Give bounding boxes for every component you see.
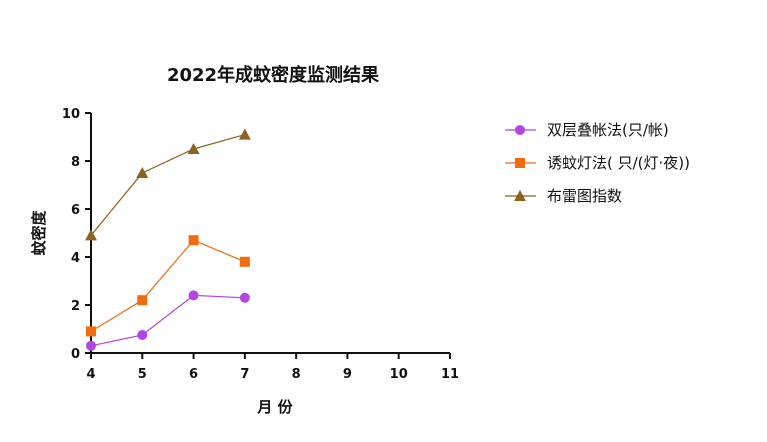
- data-point: [137, 295, 148, 306]
- data-point: [238, 128, 251, 140]
- data-point: [188, 235, 199, 246]
- data-point: [136, 167, 149, 178]
- y-tick-label: 10: [62, 107, 80, 122]
- series-line: [90, 239, 246, 332]
- legend-item: 双层叠帐法(只/帐): [505, 121, 669, 139]
- x-tick-label: 6: [189, 367, 198, 382]
- x-tick-label: 9: [343, 367, 352, 382]
- x-tick-label: 11: [441, 367, 459, 382]
- legend-label: 诱蚊灯法( 只/(灯·夜)): [547, 154, 690, 172]
- axes: 0 2 4 6 8 10 4 5 6 7 8 9 10 11: [62, 107, 459, 382]
- data-point: [239, 292, 250, 303]
- chart-title: 2022年成蚊密度监测结果: [167, 64, 380, 86]
- legend-label: 双层叠帐法(只/帐): [547, 121, 669, 139]
- y-tick-label: 6: [71, 203, 80, 218]
- legend-item: 诱蚊灯法( 只/(灯·夜)): [505, 154, 690, 172]
- legend: 双层叠帐法(只/帐) 诱蚊灯法( 只/(灯·夜)) 布雷图指数: [505, 121, 690, 205]
- x-axis-label: 月 份: [256, 398, 293, 416]
- legend-marker: [515, 125, 525, 135]
- data-point: [86, 340, 96, 351]
- y-tick-label: 8: [71, 155, 80, 170]
- data-point: [137, 330, 148, 340]
- data-point: [85, 229, 97, 241]
- y-tick-label: 0: [71, 347, 80, 362]
- series-2: [86, 235, 250, 337]
- legend-marker: [515, 158, 525, 168]
- series-1: [86, 290, 250, 351]
- series-layer: [85, 128, 251, 351]
- x-tick-label: 7: [240, 367, 249, 382]
- x-tick-label: 4: [86, 367, 95, 382]
- data-point: [187, 143, 200, 154]
- data-point: [188, 290, 199, 301]
- legend-label: 布雷图指数: [547, 187, 622, 205]
- x-tick-label: 5: [138, 367, 147, 382]
- x-tick-label: 10: [390, 367, 408, 382]
- x-tick-label: 8: [292, 367, 301, 382]
- legend-item: 布雷图指数: [505, 187, 622, 205]
- y-tick-label: 4: [71, 251, 80, 266]
- data-point: [239, 256, 250, 267]
- data-point: [86, 326, 96, 337]
- series-3: [85, 128, 251, 241]
- series-line: [90, 294, 245, 347]
- y-axis-label: 蚊密度: [30, 210, 48, 256]
- y-tick-label: 2: [71, 299, 80, 314]
- series-line: [90, 134, 246, 236]
- legend-marker: [514, 190, 526, 201]
